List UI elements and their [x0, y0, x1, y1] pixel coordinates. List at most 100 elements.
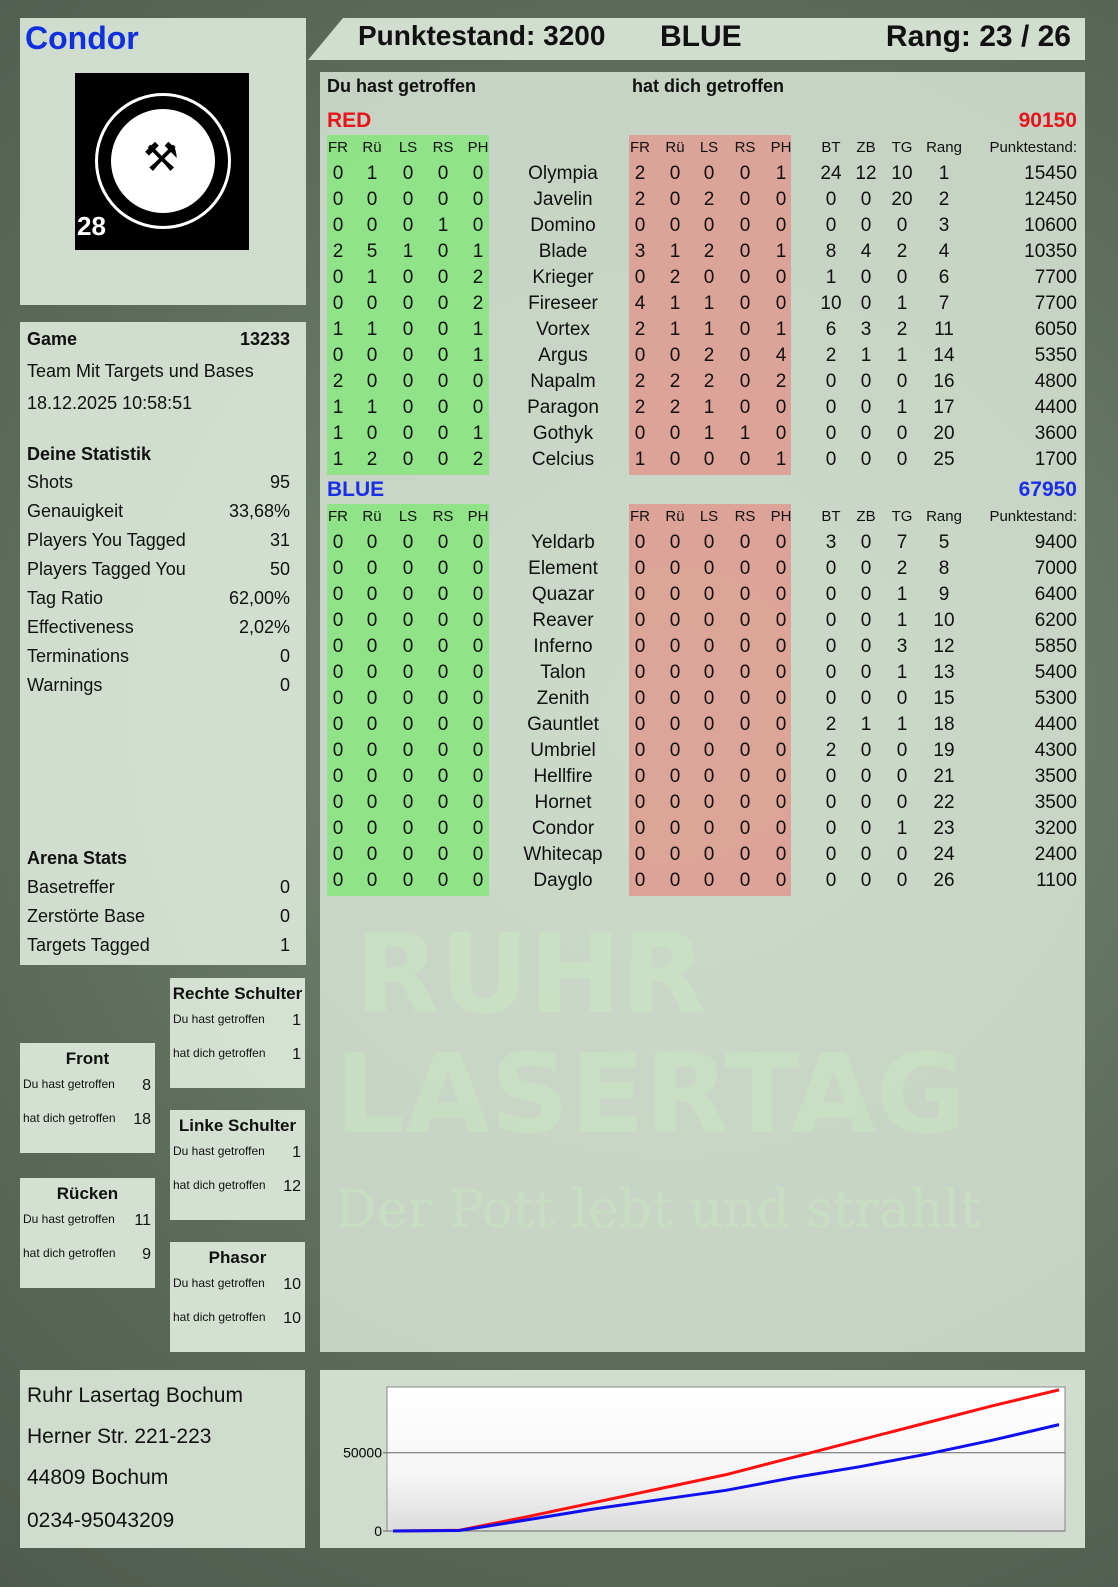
stat-cell: 12	[933, 636, 955, 657]
you-hit-cell: 0	[332, 215, 344, 236]
zone-value: 8	[142, 1077, 151, 1094]
hit-you-cell: 2	[634, 319, 646, 340]
you-hit-cell: 1	[332, 397, 344, 418]
you-hit-cell: 0	[332, 293, 344, 314]
you-hit-cell: 0	[437, 740, 449, 761]
hit-you-cell: 0	[669, 449, 681, 470]
hit-you-cell: 0	[739, 662, 751, 683]
you-hit-cell: 0	[437, 558, 449, 579]
hit-you-cell: 0	[669, 870, 681, 891]
you-hit-cell: 0	[402, 714, 414, 735]
hit-you-cell: 2	[634, 189, 646, 210]
hit-you-cell: 0	[634, 215, 646, 236]
arena-value: 0	[279, 906, 290, 926]
player-name: Paragon	[527, 397, 599, 418]
you-hit-cell: 1	[366, 397, 378, 418]
you-hit-cell: 0	[366, 662, 378, 683]
stat-cell: 0	[825, 189, 837, 210]
game-datetime: 18.12.2025 10:58:51	[27, 393, 193, 413]
hit-you-cell: 2	[634, 371, 646, 392]
hit-you-cell: 0	[634, 532, 646, 553]
stat-label: Effectiveness	[27, 617, 134, 637]
logo: ⚒ 28	[75, 73, 249, 250]
stat-cell: 0	[825, 688, 837, 709]
you-hit-cell: 0	[366, 532, 378, 553]
score-label: Punktestand: 3200	[358, 20, 606, 51]
hit-you-cell: 0	[775, 558, 787, 579]
hammers-icon: ⚒	[143, 135, 179, 181]
you-hit-cell: 0	[472, 636, 484, 657]
you-hit-cell: 0	[402, 584, 414, 605]
hit-you-cell: 0	[739, 714, 751, 735]
player-name: Inferno	[533, 636, 593, 657]
hit-you-cell: 0	[669, 163, 681, 184]
hit-you-cell: 0	[775, 662, 787, 683]
you-hit-cell: 0	[437, 636, 449, 657]
hit-you-cell: 1	[775, 163, 787, 184]
stat-cell: 1	[896, 293, 908, 314]
hit-you-cell: 0	[739, 818, 751, 839]
you-hit-cell: 0	[366, 215, 378, 236]
rank-label: Rang: 23 / 26	[885, 20, 1071, 53]
col-header: RS	[734, 139, 756, 156]
hit-you-cell: 0	[775, 584, 787, 605]
hit-you-cell: 0	[634, 636, 646, 657]
stat-cell: 0	[860, 870, 872, 891]
hit-zone-linke-schulter: Linke Schulter Du hast getroffen 1 hat dich…	[170, 1110, 305, 1220]
player-name: Hellfire	[533, 766, 593, 787]
stat-cell: 0	[860, 532, 872, 553]
you-hit-cell: 1	[402, 241, 414, 262]
you-hit-cell: 0	[332, 688, 344, 709]
you-hit-cell: 0	[472, 163, 484, 184]
hit-you-cell: 4	[634, 293, 646, 314]
hit-you-cell: 0	[739, 189, 751, 210]
you-hit-cell: 1	[437, 215, 449, 236]
col-header: TG	[891, 508, 913, 525]
player-score: 12450	[1024, 189, 1077, 210]
arena-title-row: Arena Stats	[27, 848, 290, 869]
player-name: Krieger	[532, 267, 594, 288]
player-name: Gothyk	[532, 423, 594, 444]
game-label: Game	[27, 329, 78, 349]
you-hit-cell: 0	[402, 558, 414, 579]
stat-cell: 1	[860, 714, 872, 735]
hit-you-cell: 0	[739, 163, 751, 184]
you-hit-cell: 0	[472, 714, 484, 735]
zone-value: 12	[283, 1178, 301, 1195]
hit-you-cell: 0	[669, 532, 681, 553]
you-hit-cell: 0	[437, 610, 449, 631]
arena-row: Basetreffer 0	[27, 877, 290, 898]
player-panel: Condor ⚒ 28	[20, 18, 306, 305]
stat-cell: 1	[896, 714, 908, 735]
stat-cell: 1	[896, 584, 908, 605]
player-score: 4400	[1034, 714, 1077, 735]
col-header: FR	[328, 508, 348, 525]
stat-value: 50	[269, 559, 290, 579]
you-hit-cell: 1	[366, 163, 378, 184]
stat-cell: 0	[860, 267, 872, 288]
you-hit-cell: 0	[402, 766, 414, 787]
stat-cell: 2	[896, 558, 908, 579]
zone-value: 1	[292, 1046, 301, 1063]
stat-cell: 0	[896, 423, 908, 444]
stat-cell: 0	[860, 766, 872, 787]
stat-cell: 8	[825, 241, 837, 262]
stat-cell: 0	[825, 662, 837, 683]
hit-you-cell: 0	[634, 766, 646, 787]
you-hit-cell: 0	[366, 818, 378, 839]
hit-you-cell: 0	[703, 636, 715, 657]
player-score: 3200	[1034, 818, 1077, 839]
stat-cell: 0	[860, 636, 872, 657]
you-hit-cell: 0	[472, 766, 484, 787]
stat-cell: 0	[860, 688, 872, 709]
hit-you-cell: 0	[775, 766, 787, 787]
you-hit-cell: 0	[366, 423, 378, 444]
you-hit-cell: 0	[332, 163, 344, 184]
hit-you-cell: 0	[739, 397, 751, 418]
you-hit-cell: 0	[437, 319, 449, 340]
hit-you-cell: 0	[634, 714, 646, 735]
stat-cell: 0	[860, 371, 872, 392]
player-name: Fireseer	[528, 293, 598, 314]
hit-you-cell: 0	[775, 870, 787, 891]
player-score: 5400	[1034, 662, 1077, 683]
